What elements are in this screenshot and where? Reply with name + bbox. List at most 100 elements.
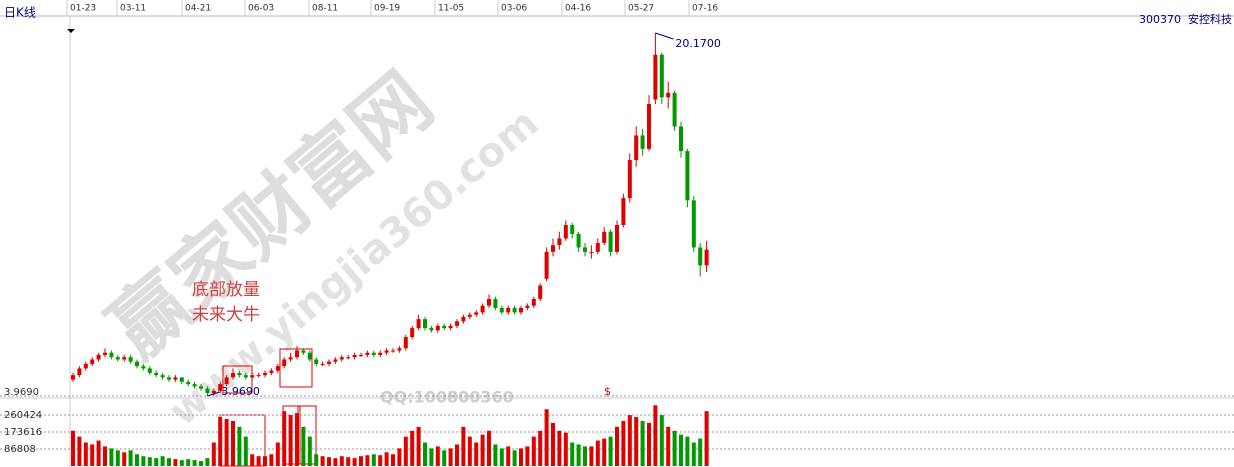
- volume-bar: [122, 452, 127, 466]
- volume-bar: [583, 446, 587, 466]
- x-tick-label: 06-03: [248, 4, 274, 14]
- volume-bar: [192, 460, 197, 466]
- candle-body: [237, 372, 242, 376]
- volume-bar: [90, 444, 95, 466]
- volume-bar: [378, 455, 383, 466]
- candle-body: [77, 368, 82, 376]
- candle-body: [83, 363, 88, 369]
- watermark-qq: QQ:100800360: [380, 388, 514, 407]
- volume-bar: [224, 418, 229, 466]
- annotation: 底部放量: [192, 280, 260, 300]
- candle-body: [128, 357, 133, 362]
- volume-bar: [493, 444, 498, 466]
- volume-bar: [275, 442, 280, 466]
- volume-bar: [173, 459, 178, 466]
- volume-bar: [525, 446, 530, 466]
- x-tick-label: 03-11: [120, 4, 146, 14]
- candle-body: [359, 354, 363, 356]
- candle-body: [103, 352, 107, 355]
- dropdown-arrow[interactable]: [67, 29, 75, 33]
- y-tick-label: 3.9690: [4, 387, 39, 398]
- volume-bar: [96, 440, 101, 466]
- candle-body: [250, 375, 255, 378]
- volume-bar: [506, 446, 511, 466]
- volume-bar: [429, 448, 434, 466]
- volume-bar: [608, 436, 613, 466]
- volume-bar: [160, 456, 165, 466]
- volume-bar: [544, 409, 549, 466]
- volume-bar: [391, 454, 395, 466]
- volume-bar: [384, 452, 389, 466]
- volume-bar: [256, 456, 261, 466]
- volume-bar: [595, 440, 600, 466]
- x-tick-label: 09-19: [374, 4, 400, 14]
- volume-bar: [77, 436, 82, 466]
- candle-body: [531, 298, 536, 306]
- low-label: 3.9690: [221, 385, 260, 398]
- candle-body: [288, 357, 293, 360]
- candle-body: [608, 231, 613, 252]
- candle-body: [647, 104, 651, 149]
- volume-bar: [205, 458, 210, 466]
- candle-body: [256, 375, 261, 377]
- volume-bar: [634, 417, 639, 466]
- candle-body: [109, 352, 114, 358]
- candle-body: [583, 247, 587, 252]
- volume-bar: [647, 422, 651, 466]
- volume-bar: [135, 454, 139, 466]
- volume-bar: [659, 415, 664, 466]
- candle-body: [211, 390, 216, 394]
- chart-title[interactable]: 日K线: [4, 6, 36, 20]
- candle-body: [525, 305, 530, 308]
- candle-body: [544, 251, 549, 279]
- volume-bar: [531, 436, 536, 466]
- volume-bar: [307, 436, 312, 466]
- volume-bar: [327, 457, 331, 466]
- volume-bar: [115, 450, 120, 466]
- volume-bar: [371, 454, 376, 466]
- x-tick-label: 04-21: [185, 4, 211, 14]
- candle-body: [339, 357, 344, 360]
- volume-bar: [576, 444, 581, 466]
- volume-bar: [640, 420, 645, 466]
- volume-bar: [199, 461, 203, 466]
- candle-body: [179, 377, 184, 382]
- volume-bar: [474, 442, 479, 466]
- volume-bar: [109, 448, 114, 466]
- marker: $: [604, 385, 611, 398]
- volume-bar: [461, 426, 466, 466]
- candle-body: [679, 126, 683, 152]
- x-tick-label: 05-27: [628, 4, 654, 14]
- volume-bar: [243, 436, 248, 466]
- volume-bar: [691, 442, 696, 466]
- candle-body: [282, 359, 287, 367]
- low-pointer: [207, 391, 220, 397]
- volume-bar: [301, 426, 306, 466]
- candle-body: [627, 160, 632, 199]
- stock-name: 安控科技: [1188, 12, 1232, 26]
- volume-bar: [467, 436, 472, 466]
- volume-bar: [186, 459, 191, 466]
- candle-body: [551, 245, 555, 252]
- candle-body: [397, 348, 402, 351]
- volume-bar: [339, 456, 344, 466]
- candle-body: [634, 135, 639, 161]
- candle-body: [115, 357, 120, 360]
- volume-bar: [499, 448, 504, 466]
- candle-body: [666, 92, 671, 98]
- candle-body: [96, 354, 101, 360]
- volume-bar: [167, 458, 171, 466]
- volume-bar: [551, 422, 555, 466]
- candle-body: [410, 328, 415, 338]
- candle-body: [384, 350, 389, 353]
- candle-body: [371, 352, 376, 355]
- candle-body: [499, 307, 504, 313]
- x-tick-label: 01-23: [70, 4, 96, 14]
- volume-bar: [71, 430, 75, 466]
- annotation: 未来大牛: [192, 305, 260, 325]
- highlight-box: [279, 348, 313, 388]
- candle-body: [301, 350, 306, 353]
- candle-body: [205, 388, 210, 394]
- volume-bar: [679, 434, 683, 466]
- candle-body: [467, 314, 472, 317]
